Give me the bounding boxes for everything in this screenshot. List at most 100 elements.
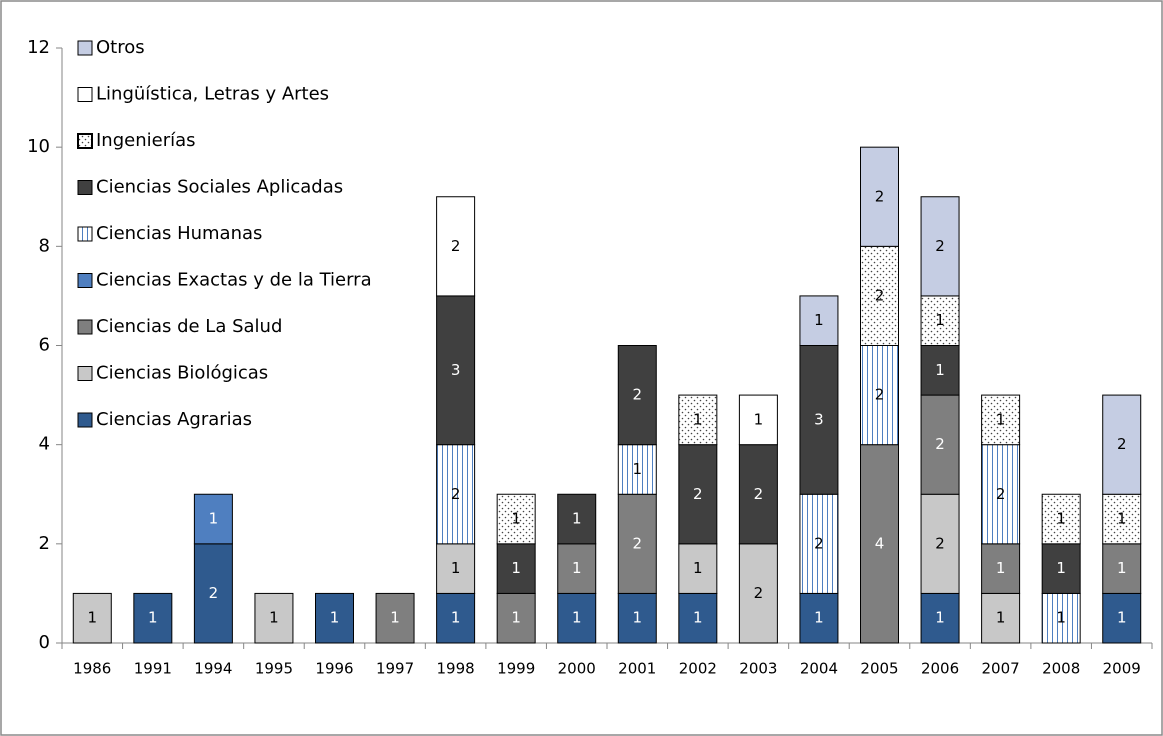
x-tick-label: 1997 — [376, 660, 414, 678]
bar-segment — [1102, 493, 1142, 545]
value-label: 1 — [996, 410, 1006, 428]
bar-segment — [920, 345, 960, 396]
bar-segment — [254, 592, 294, 644]
y-tick-label: 0 — [39, 632, 50, 653]
x-tick-label: 1986 — [73, 660, 111, 678]
x-tick-label: 1999 — [497, 660, 535, 678]
value-label: 1 — [269, 609, 279, 627]
legend-swatch — [77, 226, 93, 242]
legend-label: Ciencias Biológicas — [96, 363, 268, 384]
bar-segment — [738, 394, 778, 446]
value-label: 2 — [451, 485, 461, 503]
value-label: 2 — [996, 485, 1006, 503]
value-label: 3 — [451, 361, 461, 379]
value-label: 1 — [935, 311, 945, 329]
bar-segment — [496, 493, 536, 545]
legend-label: Ciencias de La Salud — [96, 316, 282, 337]
bar-segment — [981, 444, 1021, 545]
bar-segment — [436, 295, 476, 446]
value-label: 2 — [935, 237, 945, 255]
bar-segment — [617, 493, 657, 594]
bar-segment — [436, 196, 476, 297]
bar-segment — [920, 295, 960, 346]
value-label: 1 — [1056, 510, 1066, 528]
x-tick-label: 2003 — [739, 660, 777, 678]
legend-swatch — [77, 319, 93, 335]
x-tick-label: 2004 — [800, 660, 838, 678]
value-label: 1 — [451, 559, 461, 577]
value-label: 1 — [511, 559, 521, 577]
bar-segment — [315, 592, 354, 644]
bar-segment — [799, 592, 839, 644]
bar-segment — [436, 543, 476, 594]
value-label: 1 — [572, 609, 582, 627]
legend-label: Otros — [96, 37, 145, 58]
legend-label: Ingenierías — [96, 130, 196, 151]
value-label: 2 — [451, 237, 461, 255]
value-label: 1 — [88, 609, 98, 627]
value-label: 1 — [209, 510, 219, 528]
bar-segment — [436, 592, 476, 644]
bar-segment — [920, 196, 960, 297]
bar-segment — [860, 146, 899, 247]
value-label: 3 — [814, 410, 824, 428]
value-label: 1 — [511, 609, 521, 627]
x-tick-label: 1996 — [315, 660, 353, 678]
bar-segment — [981, 543, 1021, 594]
value-label: 1 — [1056, 559, 1066, 577]
bar-segment — [738, 543, 778, 644]
bar-segment — [1102, 592, 1142, 644]
bar-segment — [799, 295, 839, 346]
x-tick-label: 2008 — [1042, 660, 1080, 678]
y-tick-label: 12 — [27, 37, 50, 58]
bar-segment — [678, 394, 718, 446]
bar-segment — [678, 444, 718, 545]
bar-segment — [1102, 394, 1142, 495]
value-label: 1 — [935, 609, 945, 627]
y-tick-label: 8 — [39, 235, 50, 256]
legend-swatch — [77, 412, 93, 428]
value-label: 1 — [1117, 559, 1127, 577]
value-label: 1 — [996, 609, 1006, 627]
value-label: 1 — [451, 609, 461, 627]
legend-swatch — [77, 87, 93, 102]
value-label: 2 — [754, 584, 764, 602]
bar-segment — [860, 444, 899, 644]
x-tick-label: 2009 — [1103, 660, 1141, 678]
legend-swatch — [77, 366, 93, 381]
bar-segment — [557, 493, 597, 545]
value-label: 1 — [633, 609, 643, 627]
bar-segment — [617, 592, 657, 644]
value-label: 1 — [693, 609, 703, 627]
bar-segment — [617, 444, 657, 495]
value-label: 2 — [875, 286, 885, 304]
value-label: 1 — [148, 609, 158, 627]
value-label: 1 — [330, 609, 340, 627]
value-label: 1 — [754, 410, 764, 428]
bar-segment — [72, 592, 112, 644]
legend-label: Ciencias Humanas — [96, 223, 262, 244]
x-tick-label: 2000 — [558, 660, 596, 678]
value-label: 1 — [1117, 510, 1127, 528]
value-label: 1 — [633, 460, 643, 478]
bar-segment — [193, 493, 233, 545]
value-label: 1 — [814, 311, 824, 329]
value-label: 1 — [511, 510, 521, 528]
value-label: 2 — [875, 187, 885, 205]
bar-segment — [920, 493, 960, 594]
legend-label: Ciencias Sociales Aplicadas — [96, 177, 343, 198]
bar-segment — [436, 444, 476, 545]
x-tick-label: 1994 — [194, 660, 232, 678]
bar-segment — [1041, 543, 1081, 594]
value-label: 1 — [572, 510, 582, 528]
bar-segment — [1102, 543, 1142, 594]
legend-swatch — [77, 40, 93, 56]
x-tick-label: 2002 — [679, 660, 717, 678]
x-tick-label: 2001 — [618, 660, 656, 678]
bar-segment — [496, 592, 536, 644]
bar-segment — [375, 592, 415, 644]
bar-segment — [496, 543, 536, 594]
bar-segment — [799, 345, 839, 495]
value-label: 2 — [754, 485, 764, 503]
